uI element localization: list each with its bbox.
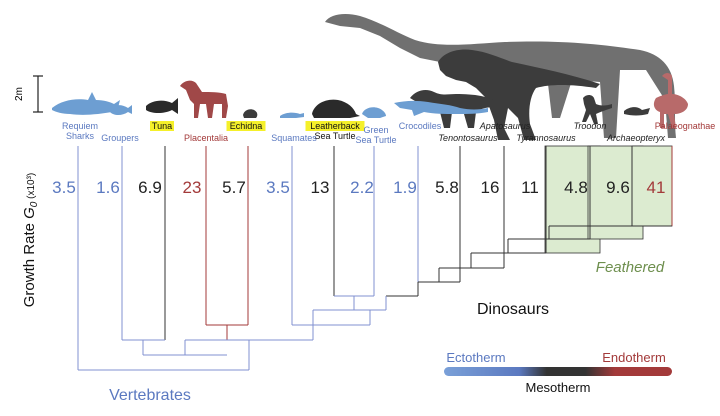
thermo-legend: Ectotherm Endotherm Mesotherm xyxy=(444,350,672,395)
legend-gradient-bar xyxy=(444,367,672,376)
taxon-label: Apatosaurus xyxy=(479,121,531,131)
label-highlight xyxy=(305,121,365,131)
growth-value: 13 xyxy=(311,178,330,197)
feathered-label: Feathered xyxy=(596,259,665,276)
growth-value: 3.5 xyxy=(266,178,290,197)
legend-mesotherm: Mesotherm xyxy=(525,380,590,395)
growth-value: 4.8 xyxy=(564,178,588,197)
crocodile-icon xyxy=(394,100,488,116)
taxon-label: Echidna xyxy=(230,121,263,131)
shark-icon xyxy=(52,92,120,115)
growth-value: 6.9 xyxy=(138,178,162,197)
grouper-icon xyxy=(110,105,132,115)
taxon-label: Tuna xyxy=(152,121,172,131)
taxon-label: Green xyxy=(363,125,388,135)
green-turtle-icon xyxy=(362,107,386,118)
growth-value: 1.6 xyxy=(96,178,120,197)
taxon-label-line2: Sea Turtle xyxy=(355,135,396,145)
legend-endotherm: Endotherm xyxy=(602,350,666,365)
ostrich-icon xyxy=(653,73,688,128)
growth-value: 2.2 xyxy=(350,178,374,197)
growth-value: 16 xyxy=(481,178,500,197)
tuna-icon xyxy=(146,98,178,114)
dinosaurs-label: Dinosaurs xyxy=(477,301,549,318)
growth-value: 41 xyxy=(647,178,666,197)
taxon-label: Crocodiles xyxy=(399,121,442,131)
taxon-label: Palaeognathae xyxy=(655,121,716,131)
growth-value: 1.9 xyxy=(393,178,417,197)
apatosaurus-icon xyxy=(325,14,676,138)
taxon-label: Squamates xyxy=(271,133,317,143)
phylogenetic-tree xyxy=(77,146,673,371)
leatherback-turtle-icon xyxy=(312,99,360,118)
vertebrates-label: Vertebrates xyxy=(109,387,191,404)
growth-value: 3.5 xyxy=(52,178,76,197)
feathered-region xyxy=(544,145,673,254)
label-highlight xyxy=(226,121,266,131)
growth-value: 5.8 xyxy=(435,178,459,197)
echidna-icon xyxy=(243,109,258,118)
scale-bar xyxy=(33,75,43,113)
legend-ectotherm: Ectotherm xyxy=(446,350,505,365)
growth-value: 23 xyxy=(183,178,202,197)
taxon-label: Placentalia xyxy=(184,133,228,143)
taxon-label-line2: Sharks xyxy=(66,131,95,141)
growth-value: 9.6 xyxy=(606,178,630,197)
tyrannosaurus-icon xyxy=(438,49,600,140)
growth-value: 11 xyxy=(521,178,539,197)
taxon-label: Troodon xyxy=(574,121,607,131)
taxon-label: Groupers xyxy=(101,133,139,143)
scale-label: 2m xyxy=(14,87,25,101)
label-highlight xyxy=(150,121,174,131)
taxon-label: Requiem xyxy=(62,121,98,131)
taxon-label-line2: Sea Turtle xyxy=(314,131,355,141)
horse-icon xyxy=(180,80,228,118)
taxon-label: Archaeopteryx xyxy=(606,133,666,143)
silhouettes xyxy=(52,14,688,140)
taxon-label: Tenontosaurus xyxy=(438,133,498,143)
taxon-label: Tyrannosaurus xyxy=(516,133,576,143)
lizard-icon xyxy=(280,112,304,118)
troodon-icon xyxy=(582,95,612,124)
growth-value: 5.7 xyxy=(222,178,246,197)
growth-values: 3.5 1.6 6.9 23 5.7 3.5 13 2.2 1.9 5.8 16 11 4.8 9.6 41 xyxy=(52,178,665,197)
archaeopteryx-icon xyxy=(624,107,650,116)
y-axis-label: Growth Rate G0 (x10³) xyxy=(21,173,40,308)
taxon-label: Leatherback xyxy=(310,121,360,131)
